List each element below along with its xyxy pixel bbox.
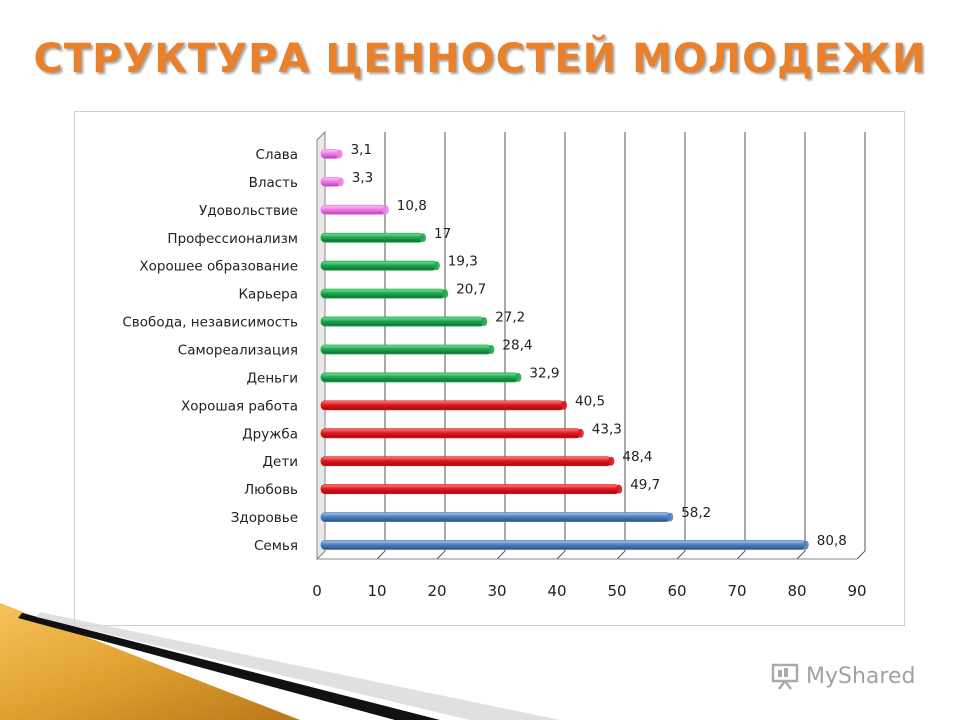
value-label: 10,8 <box>397 198 427 214</box>
x-tick-label: 50 <box>607 582 626 600</box>
bar-cap <box>616 484 623 494</box>
category-label: Деньги <box>246 370 298 386</box>
x-tick-label: 20 <box>427 582 446 600</box>
bar <box>320 260 438 271</box>
bar-cap <box>420 233 426 243</box>
category-label: Карьера <box>238 287 298 303</box>
value-label: 43,3 <box>592 421 622 437</box>
value-label: 80,8 <box>817 533 847 549</box>
gray-stripe <box>36 612 560 720</box>
value-label: 49,7 <box>630 477 660 493</box>
x-tick-label: 30 <box>487 582 506 600</box>
x-tick-label: 40 <box>547 582 566 600</box>
floor-gridline <box>616 550 626 560</box>
bar-cap <box>337 177 344 187</box>
bar <box>320 428 582 439</box>
category-label: Хорошее образование <box>139 259 298 275</box>
bar <box>320 456 612 467</box>
category-label: Удовольствие <box>199 203 298 219</box>
bar-cap <box>577 428 584 438</box>
x-tick-label: 10 <box>367 582 386 600</box>
bar-cap <box>608 456 615 466</box>
black-stripe <box>18 613 440 720</box>
bar <box>320 512 671 523</box>
bars <box>320 149 809 550</box>
value-label: 3,3 <box>352 170 373 186</box>
bar-cap <box>433 261 440 271</box>
x-tick-label: 0 <box>312 582 322 600</box>
category-label: Профессионализм <box>167 231 298 247</box>
value-label: 27,2 <box>495 310 525 326</box>
category-label: Власть <box>249 175 298 191</box>
bar-chart: Слава Власть Удовольствие Профессионализм Хо… <box>122 130 867 600</box>
category-label: Дети <box>263 454 299 470</box>
floor-gridline <box>676 550 686 560</box>
bar-cap <box>561 400 567 410</box>
bar <box>320 484 620 495</box>
value-label: 32,9 <box>529 365 559 381</box>
category-label: Самореализация <box>178 343 298 359</box>
bar <box>320 232 424 243</box>
value-label: 17 <box>434 226 451 242</box>
bar-cap <box>481 317 488 327</box>
bar <box>320 316 485 327</box>
bar <box>320 288 446 299</box>
chart-frame: Слава Власть Удовольствие Профессионализм Хо… <box>74 111 905 626</box>
floor-gridline <box>556 550 566 560</box>
floor-gridline <box>436 550 446 560</box>
category-label: Здоровье <box>231 510 298 526</box>
bar-cap <box>336 149 343 159</box>
value-label: 3,1 <box>351 142 372 158</box>
bar-cap <box>442 289 449 299</box>
x-axis-ticks: 0 10 20 30 40 50 60 70 80 90 <box>312 582 866 600</box>
bar <box>320 400 565 411</box>
value-label: 19,3 <box>448 254 478 270</box>
value-label: 58,2 <box>681 505 711 521</box>
bar <box>320 344 492 355</box>
category-label: Любовь <box>244 482 298 498</box>
value-label: 20,7 <box>456 282 486 298</box>
bar-cap <box>382 205 389 215</box>
floor-gridline <box>856 550 866 560</box>
floor-gridline <box>796 550 806 560</box>
category-label: Семья <box>254 538 298 554</box>
bar <box>320 372 519 383</box>
bar-cap <box>667 512 674 522</box>
category-label: Дружба <box>242 426 298 442</box>
floor-gridline <box>736 550 746 560</box>
bar <box>320 540 807 550</box>
x-tick-label: 80 <box>787 582 806 600</box>
category-label: Хорошая работа <box>181 398 298 414</box>
floor-gridline <box>496 550 506 560</box>
value-labels: 3,1 3,3 10,8 17 19,3 20,7 27,2 28,4 32,9 40,5 43,3… <box>351 142 847 549</box>
watermark: MyShared <box>770 658 915 694</box>
gridlines <box>316 130 866 561</box>
presentation-icon <box>771 663 799 690</box>
bar-cap <box>515 372 522 382</box>
category-labels: Слава Власть Удовольствие Профессионализм Хо… <box>122 147 298 554</box>
value-label: 48,4 <box>622 449 652 465</box>
value-label: 40,5 <box>575 393 605 409</box>
x-tick-label: 70 <box>727 582 746 600</box>
category-label: Слава <box>255 147 298 163</box>
bar-cap <box>488 345 495 354</box>
slide-title: СТРУКТУРА ЦЕННОСТЕЙ МОЛОДЕЖИ <box>33 36 927 82</box>
category-label: Свобода, независимость <box>122 315 298 331</box>
bar <box>320 204 387 215</box>
bar-cap <box>802 540 809 550</box>
value-label: 28,4 <box>502 338 532 354</box>
floor-gridline <box>376 550 386 560</box>
x-tick-label: 90 <box>847 582 866 600</box>
x-tick-label: 60 <box>667 582 686 600</box>
watermark-text: MyShared <box>806 663 916 689</box>
